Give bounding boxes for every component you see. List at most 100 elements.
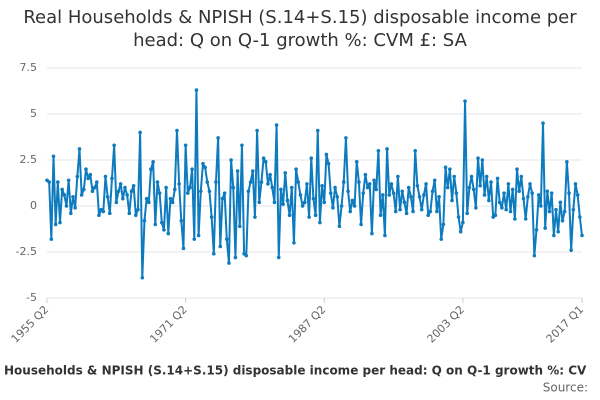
point [166, 231, 171, 236]
point [528, 182, 532, 186]
point [517, 189, 521, 194]
point [185, 191, 190, 195]
point [526, 195, 530, 199]
point [101, 209, 106, 214]
point [562, 209, 567, 214]
point [181, 246, 186, 251]
point [396, 174, 400, 179]
point [240, 143, 244, 148]
point [108, 211, 112, 216]
point [246, 189, 251, 194]
point [84, 167, 88, 171]
point [92, 185, 97, 190]
point [300, 204, 305, 208]
point [419, 207, 424, 212]
point [567, 191, 571, 195]
point [454, 191, 459, 195]
point [112, 143, 116, 148]
point [73, 206, 77, 210]
point [432, 178, 437, 183]
legend-label: Households & NPISH (S.14+S.15) disposabl… [4, 364, 587, 378]
point [428, 209, 433, 214]
point [131, 183, 136, 188]
point [231, 185, 236, 190]
point [393, 209, 398, 214]
x-tick-label: 2003 Q2 [425, 303, 468, 346]
point [383, 233, 387, 238]
point [331, 206, 335, 210]
point [515, 167, 519, 171]
point [86, 176, 90, 181]
point [372, 178, 376, 183]
point [571, 207, 576, 212]
point [209, 215, 214, 219]
point [508, 209, 513, 214]
point [244, 253, 249, 258]
point [114, 200, 119, 205]
point [534, 228, 539, 232]
point [530, 191, 534, 195]
point [482, 193, 487, 197]
point [285, 198, 290, 203]
point [90, 189, 95, 194]
point [380, 193, 385, 197]
point [549, 191, 554, 195]
point [292, 241, 296, 245]
point [519, 174, 524, 179]
point [374, 187, 379, 192]
point [192, 237, 197, 241]
point [56, 180, 60, 184]
point [484, 174, 489, 179]
point [554, 207, 558, 212]
point [257, 200, 262, 205]
point [565, 160, 569, 164]
point [348, 209, 353, 214]
point [179, 218, 184, 223]
point [159, 220, 164, 225]
point [103, 174, 108, 179]
point [62, 193, 67, 197]
point [168, 196, 173, 201]
point [205, 180, 210, 184]
x-tick-label: 2017 Q1 [544, 303, 587, 346]
point [144, 196, 149, 201]
point [270, 185, 275, 190]
point [216, 136, 220, 140]
point [201, 161, 205, 166]
point [79, 193, 84, 197]
point [521, 196, 526, 201]
point [66, 178, 71, 183]
x-tick-label: 1987 Q2 [286, 303, 329, 346]
point [88, 172, 93, 177]
y-tick-label: 0 [30, 199, 37, 212]
point [307, 215, 311, 219]
point [162, 228, 166, 232]
point [478, 183, 482, 188]
point [539, 204, 543, 208]
point [224, 237, 229, 241]
point [506, 182, 511, 186]
point [337, 224, 342, 229]
y-tick-label: 5 [30, 107, 37, 120]
point [569, 248, 573, 252]
point [155, 180, 160, 184]
point [157, 191, 162, 195]
point [480, 158, 485, 162]
point [95, 180, 99, 184]
point [426, 213, 431, 217]
point [443, 165, 448, 170]
point [378, 213, 383, 217]
point [177, 182, 181, 186]
point [339, 204, 344, 208]
point [283, 171, 288, 175]
point [183, 143, 188, 148]
point [151, 160, 155, 164]
point [552, 233, 556, 238]
point [121, 196, 125, 201]
point [523, 217, 528, 221]
point [164, 185, 168, 190]
point [211, 252, 216, 256]
point [489, 180, 493, 184]
point [326, 161, 331, 166]
